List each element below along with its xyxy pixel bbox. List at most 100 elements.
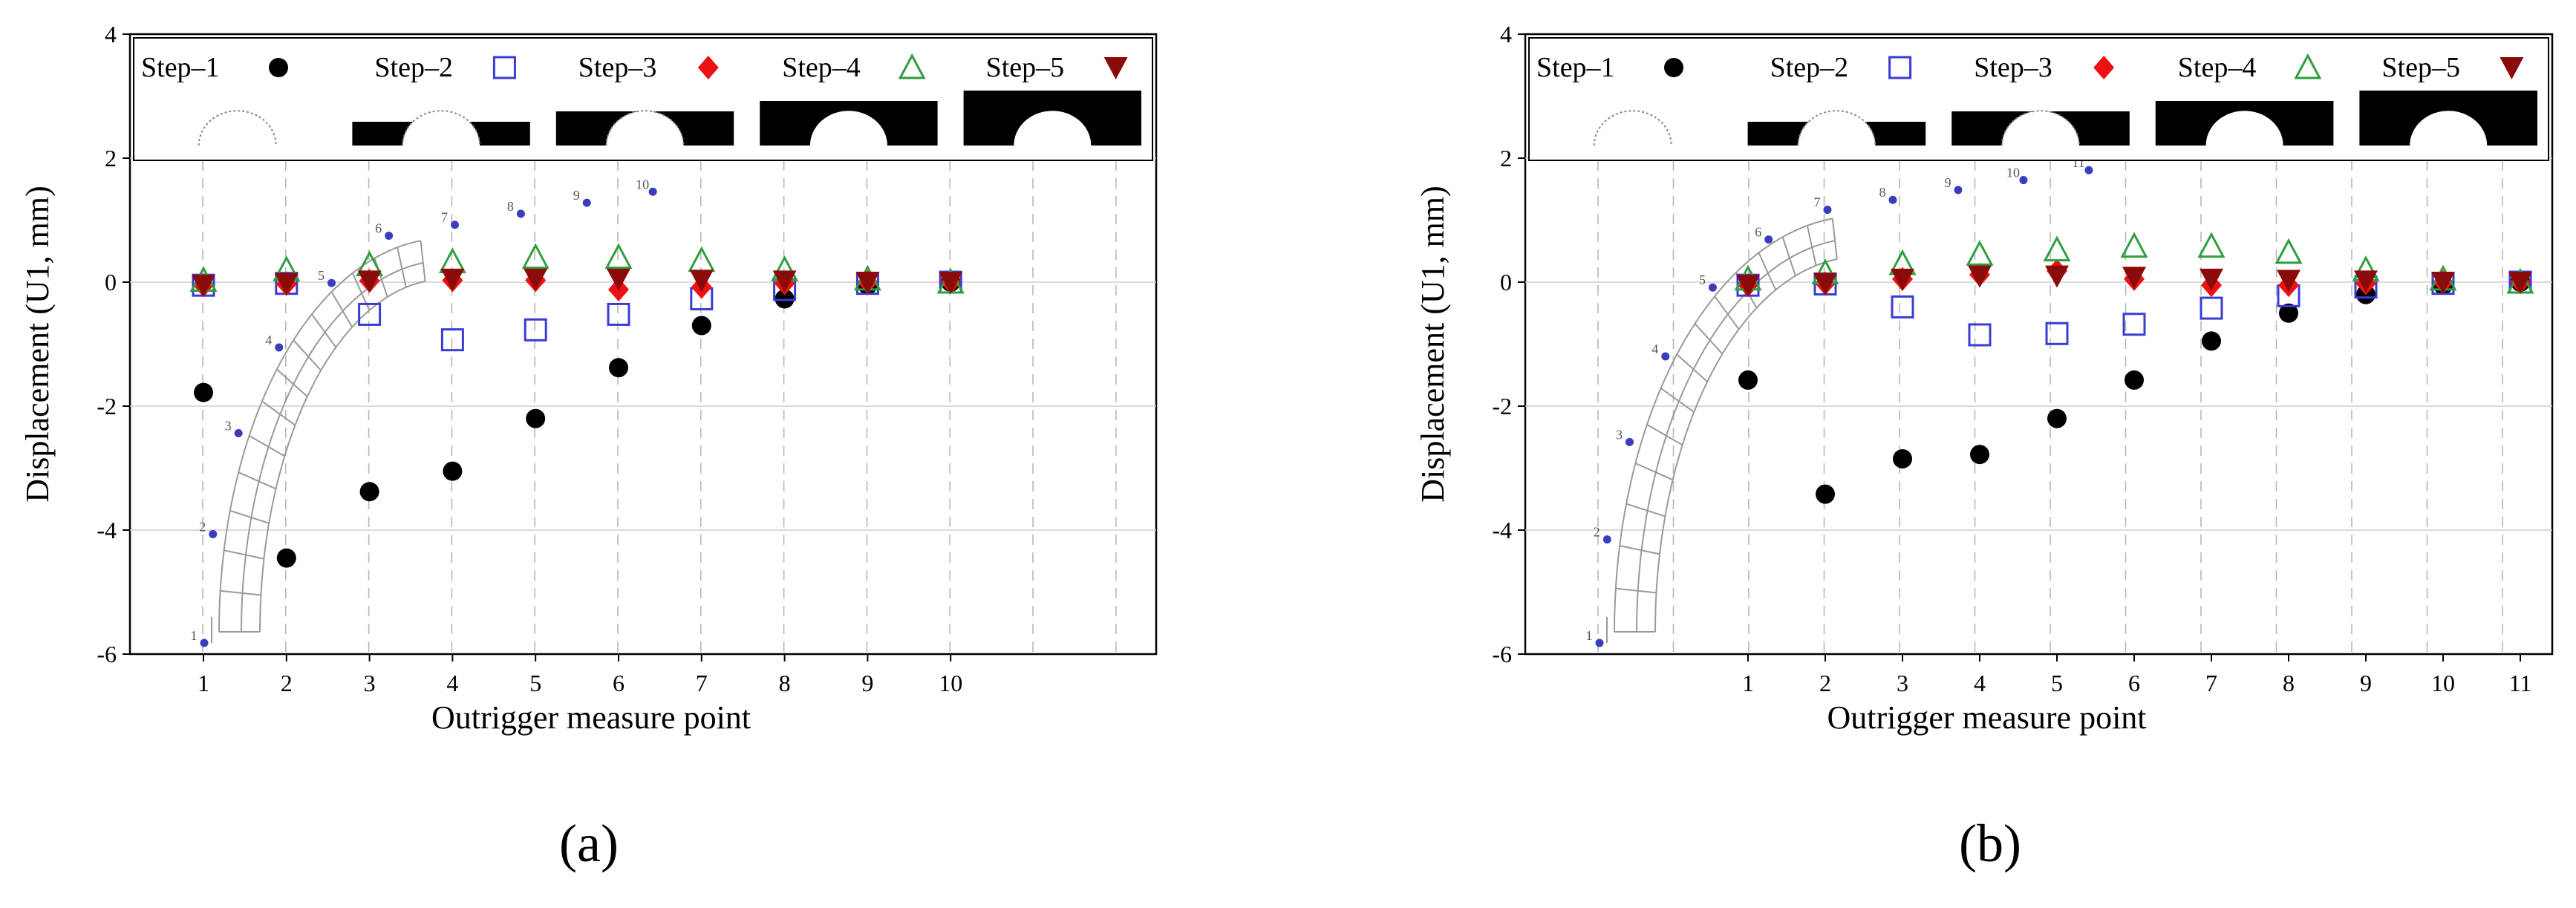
data-point-step-1 — [443, 461, 463, 481]
data-point-step-2 — [358, 302, 382, 326]
data-point-step-4 — [2197, 232, 2226, 258]
measure-point-label: 1 — [1586, 628, 1593, 643]
excavation-stage-arch — [1593, 110, 1672, 146]
legend-marker-step-4 — [2294, 53, 2322, 79]
measure-point-label: 2 — [1594, 525, 1600, 540]
data-point-step-1 — [2202, 331, 2221, 351]
data-point-step-2 — [440, 328, 464, 352]
data-point-step-5 — [2277, 270, 2301, 293]
arch-rib — [276, 368, 308, 397]
x-tick-label: 2 — [1819, 670, 1831, 696]
data-point-step-1 — [194, 382, 213, 402]
y-tick-label: -6 — [1492, 641, 1512, 667]
data-point-step-5 — [689, 270, 714, 293]
x-tick-label: 2 — [281, 670, 293, 696]
measure-point-label: 4 — [1651, 342, 1658, 356]
y-tick-label: 4 — [1500, 21, 1512, 48]
measure-point-dot — [209, 529, 218, 538]
legend-label-step-5: Step–5 — [2381, 52, 2460, 83]
measure-point-label: 7 — [441, 210, 448, 225]
y-axis-label: Displacement (U1, mm) — [1415, 186, 1451, 502]
excavation-stage-arch — [605, 110, 685, 146]
data-point-step-2 — [2045, 321, 2069, 345]
x-tick-label: 3 — [1897, 670, 1908, 696]
data-point-step-4 — [521, 243, 550, 270]
measure-point-dot — [1595, 638, 1604, 647]
measure-point-dot — [1888, 195, 1897, 204]
measure-point-label: 10 — [636, 177, 649, 192]
plot-frame — [1524, 33, 2554, 656]
y-tick-label: -2 — [97, 393, 117, 419]
y-tick-label: 2 — [105, 145, 117, 172]
data-point-step-2 — [2122, 313, 2146, 336]
arch-ring — [218, 240, 421, 633]
data-point-step-2 — [607, 302, 630, 326]
legend-marker-step-5 — [1103, 57, 1128, 79]
arch-rib — [1615, 587, 1657, 594]
data-point-step-1 — [691, 316, 711, 336]
data-point-step-1 — [609, 358, 628, 378]
y-tick-label: -2 — [1492, 393, 1512, 419]
measure-point-dot — [2084, 166, 2093, 174]
data-point-step-5 — [2508, 272, 2532, 294]
arch-rib — [1676, 353, 1708, 382]
data-point-step-5 — [524, 268, 548, 291]
data-point-step-1 — [526, 408, 546, 428]
data-point-step-4 — [604, 243, 633, 270]
arch-rib — [1831, 218, 1838, 260]
measure-point-label: 7 — [1813, 195, 1820, 210]
data-point-step-5 — [1891, 268, 1914, 291]
x-tick-label: 1 — [198, 670, 209, 696]
legend-label-step-1: Step–1 — [1536, 52, 1615, 83]
data-point-step-4 — [2275, 238, 2303, 264]
x-tick-label: 1 — [1742, 670, 1754, 696]
legend-marker-step-3 — [2093, 56, 2115, 79]
x-tick-label: 8 — [2283, 670, 2295, 696]
y-tick-label: 2 — [1500, 145, 1512, 172]
data-point-step-1 — [1738, 370, 1758, 390]
legend: Step–1 Step–2 Step–3 Step–4 Step–5 — [133, 37, 1153, 161]
measure-point-label: 6 — [375, 221, 382, 236]
data-point-step-2 — [524, 318, 547, 342]
y-axis-label: Displacement (U1, mm) — [19, 186, 56, 502]
measure-point-dot — [1823, 206, 1832, 215]
data-point-step-5 — [274, 272, 299, 295]
data-point-step-4 — [1966, 240, 1994, 266]
measure-point-label: 1 — [191, 628, 198, 643]
arch-rib — [420, 241, 426, 281]
x-tick-label: 5 — [2051, 670, 2063, 696]
arch-rib — [293, 339, 322, 371]
measure-point-dot — [451, 221, 460, 229]
measure-point-label: 5 — [318, 268, 325, 283]
arch-rib — [249, 434, 285, 457]
measure-point-label: 10 — [2006, 166, 2020, 180]
data-point-step-4 — [2043, 235, 2071, 262]
measure-point-dot — [582, 198, 591, 207]
legend-marker-step-5 — [2500, 57, 2524, 79]
x-tick-label: 6 — [2128, 670, 2140, 696]
measure-point-label: 9 — [1944, 175, 1951, 190]
measure-point-label: 6 — [1755, 225, 1761, 240]
y-tick-label: 4 — [105, 21, 117, 48]
panel-caption: (b) — [1959, 814, 2021, 873]
legend-label-step-3: Step–3 — [578, 52, 657, 83]
measure-point-label: 8 — [507, 199, 514, 214]
arch-rib — [238, 471, 276, 490]
excavation-stage-arch — [2205, 111, 2283, 146]
data-point-step-5 — [1736, 275, 1760, 298]
excavation-stage-arch — [1797, 110, 1876, 146]
data-point-step-4 — [688, 246, 716, 272]
data-point-step-5 — [440, 268, 465, 291]
x-tick-label: 5 — [529, 670, 541, 696]
measure-point-label: 2 — [199, 519, 206, 534]
legend-label-step-2: Step–2 — [374, 52, 453, 83]
measure-point-dot — [200, 638, 209, 647]
y-tick-label: -4 — [1492, 517, 1512, 543]
panel-a: 4 2 0 -2 -4 -6 1 2 3 4 5 6 7 8 9 10 Outrigger measure po… — [19, 21, 1158, 873]
data-point-step-1 — [359, 482, 379, 502]
legend-label-step-4: Step–4 — [782, 52, 861, 83]
data-point-step-1 — [1893, 448, 1912, 468]
data-point-step-1 — [1970, 445, 1989, 465]
arch-rib — [1781, 236, 1796, 276]
